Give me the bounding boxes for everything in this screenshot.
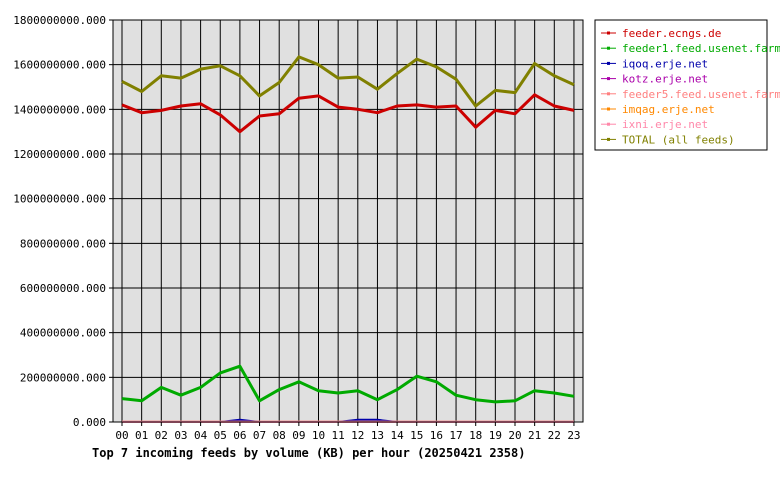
x-tick-label: 02 [155, 429, 168, 442]
x-tick-label: 16 [430, 429, 443, 442]
x-tick-label: 00 [115, 429, 128, 442]
y-tick-label: 400000000.000 [20, 327, 106, 340]
y-tick-label: 600000000.000 [20, 282, 106, 295]
x-tick-label: 08 [273, 429, 286, 442]
legend-label: feeder.ecngs.de [622, 27, 721, 40]
y-tick-label: 0.000 [73, 416, 106, 429]
legend-marker [607, 92, 610, 96]
x-tick-label: 13 [371, 429, 384, 442]
y-tick-label: 1200000000.000 [13, 148, 106, 161]
y-tick-label: 800000000.000 [20, 237, 106, 250]
legend-label: TOTAL (all feeds) [622, 133, 735, 146]
plot-area [113, 20, 583, 422]
y-tick-label: 1800000000.000 [13, 14, 106, 27]
legend-label: imqag.erje.net [622, 103, 715, 116]
legend-marker [607, 31, 610, 35]
series-line-7 [121, 55, 575, 108]
legend-box [594, 19, 768, 151]
x-tick-label: 03 [174, 429, 187, 442]
legend-label: ixni.erje.net [622, 118, 708, 131]
x-tick-label: 18 [469, 429, 482, 442]
x-tick-label: 23 [567, 429, 580, 442]
legend-marker [607, 61, 610, 65]
legend: feeder.ecngs.de feeder1.feed.usenet.farm i… [594, 19, 780, 151]
series-line-0 [121, 93, 575, 134]
x-tick-label: 21 [528, 429, 541, 442]
x-tick-label: 17 [449, 429, 462, 442]
legend-marker [607, 77, 610, 81]
legend-marker [607, 122, 610, 126]
grid-lines [113, 19, 583, 423]
x-tick-label: 01 [135, 429, 148, 442]
x-tick-label: 06 [233, 429, 246, 442]
x-tick-label: 07 [253, 429, 266, 442]
legend-marker [607, 137, 610, 141]
x-tick-label: 14 [390, 429, 404, 442]
x-tick-label: 04 [194, 429, 208, 442]
x-tick-label: 12 [351, 429, 364, 442]
chart-title: Top 7 incoming feeds by volume (KB) per … [92, 446, 525, 460]
series-line-1 [121, 364, 575, 404]
y-tick-label: 1600000000.000 [13, 59, 106, 72]
y-tick-label: 1400000000.000 [13, 103, 106, 116]
x-tick-label: 11 [332, 429, 345, 442]
x-tick-label: 15 [410, 429, 423, 442]
x-tick-label: 05 [214, 429, 227, 442]
legend-label: kotz.erje.net [622, 73, 708, 86]
y-tick-label: 1000000000.000 [13, 193, 106, 206]
legend-label: iqoq.erje.net [622, 57, 708, 70]
legend-label: feeder5.feed.usenet.farm [622, 88, 780, 101]
legend-marker [607, 107, 610, 111]
x-tick-label: 19 [489, 429, 502, 442]
plot-frame [112, 19, 584, 423]
x-tick-label: 20 [508, 429, 521, 442]
legend-marker [607, 46, 610, 50]
x-tick-label: 22 [548, 429, 561, 442]
y-axis: 0.000 200000000.000 400000000.000 600000000… [13, 14, 113, 429]
x-axis: 00 01 02 03 04 05 06 07 08 09 10 11 12 13 14 15 16 17 18 19… [115, 422, 581, 442]
x-tick-label: 10 [312, 429, 325, 442]
y-tick-label: 200000000.000 [20, 371, 106, 384]
legend-label: feeder1.feed.usenet.farm [622, 42, 780, 55]
x-tick-label: 09 [292, 429, 305, 442]
